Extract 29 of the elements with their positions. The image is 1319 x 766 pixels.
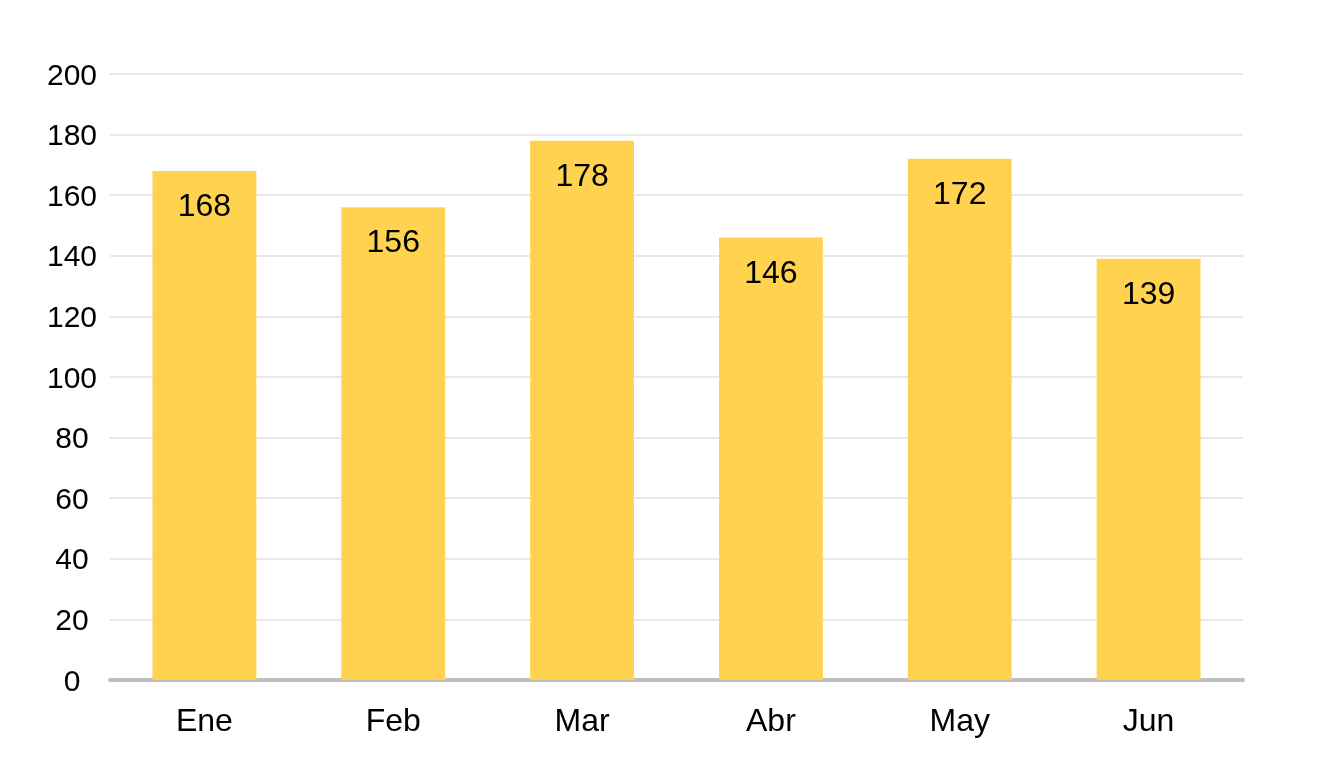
x-tick-label: Feb [365, 702, 421, 738]
y-tick-label: 140 [46, 239, 98, 273]
x-tick-label: Abr [746, 702, 797, 738]
bar [1096, 258, 1201, 680]
y-tick-label: 120 [46, 299, 98, 333]
y-tick-label: 0 [63, 663, 81, 697]
y-tick-label: 180 [46, 118, 98, 152]
x-tick-label: Jun [1122, 702, 1175, 738]
data-label: 139 [1121, 274, 1176, 311]
data-label: 168 [177, 186, 232, 223]
x-tick-label: May [929, 702, 990, 738]
y-tick-label: 200 [46, 57, 98, 91]
y-tick-label: 80 [55, 421, 89, 455]
y-tick-label: 160 [46, 178, 98, 212]
y-tick-label: 100 [46, 360, 98, 394]
y-tick-label: 40 [55, 542, 89, 576]
data-label: 146 [744, 253, 798, 290]
y-tick-label: 60 [55, 481, 89, 515]
x-tick-label: Mar [554, 702, 610, 738]
bar [152, 170, 257, 680]
bar [907, 158, 1012, 680]
bar [341, 207, 446, 680]
bar [718, 237, 823, 680]
data-label: 172 [933, 174, 987, 211]
y-tick-label: 20 [55, 602, 89, 636]
x-tick-label: Ene [175, 702, 233, 738]
data-label: 156 [366, 223, 420, 260]
data-label: 178 [555, 156, 609, 193]
bar [530, 140, 635, 680]
